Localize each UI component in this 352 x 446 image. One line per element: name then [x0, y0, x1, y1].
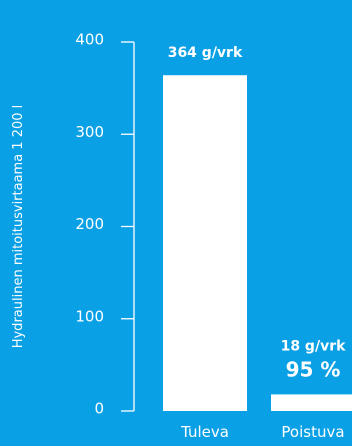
- bar-percent-label: 95 %: [286, 357, 341, 381]
- y-tick-label: 0: [94, 400, 104, 418]
- bars: [163, 75, 352, 412]
- x-category-label: Poistuva: [281, 423, 344, 441]
- y-tick-label: 400: [75, 31, 104, 49]
- y-tick-label: 100: [75, 307, 104, 325]
- bar-poistuva: [271, 394, 352, 411]
- x-axis-categories: Tuleva Poistuva: [180, 423, 345, 441]
- y-tick-label: 300: [75, 123, 104, 141]
- bar-value-label: 364 g/vrk: [168, 45, 243, 61]
- y-tick-label: 200: [75, 215, 104, 233]
- x-category-label: Tuleva: [180, 423, 229, 441]
- y-axis-title: Hydraulinen mitoitusvirtaama 1 200 l: [11, 105, 26, 349]
- y-axis: 0 100 200 300 400: [75, 31, 134, 418]
- bar-value-label: 18 g/vrk: [281, 338, 347, 354]
- data-labels: 364 g/vrk 18 g/vrk 95 %: [168, 45, 346, 381]
- bar-tuleva: [163, 75, 247, 412]
